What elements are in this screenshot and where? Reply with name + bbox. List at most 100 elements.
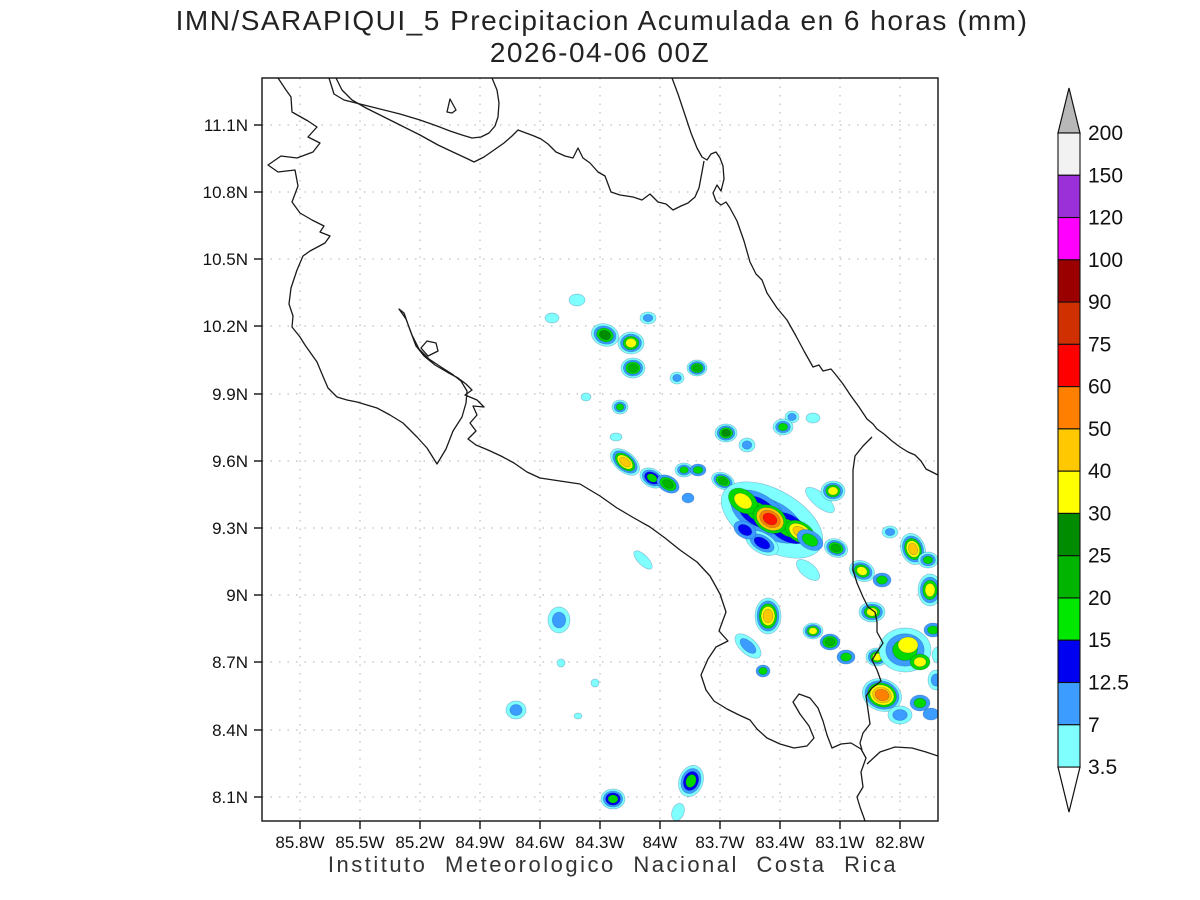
colorbar-segment [1057,132,1081,176]
colorbar-label: 12.5 [1088,672,1129,695]
precip-blob-level [681,492,695,504]
precip-blob-level [777,422,789,432]
colorbar-label: 100 [1088,249,1123,272]
precip-blob-level [787,412,797,422]
colorbar-segment [1057,216,1081,261]
lon-tick-label: 83.4W [755,833,804,852]
colorbar-label: 150 [1088,164,1123,187]
lon-tick-label: 82.8W [875,833,924,852]
colorbar-under-arrow [1057,766,1081,813]
lon-tick-label: 84.9W [455,833,504,852]
colorbar-segment [1057,428,1081,472]
coastline [852,436,884,751]
coastline [866,746,938,765]
precip-blob-level [922,555,934,565]
precip-blob-level [642,313,654,323]
lon-tick-label: 84.6W [515,833,564,852]
lat-tick-label: 9.9N [212,385,248,404]
precip-blob-level [808,627,818,635]
colorbar-segment [1057,343,1081,388]
isla-chira [420,340,439,357]
precip-blob-level [646,473,658,483]
precip-blob-level [662,479,674,489]
precip-blob-level [801,533,819,547]
lat-tick-label: 9.6N [212,452,248,471]
precip-blob-level [590,678,600,688]
lon-tick-label: 85.2W [395,833,444,852]
precip-blob-level [922,707,938,721]
precip-blob-level [672,373,682,383]
coastlines [267,78,938,821]
precip-blob-level [671,802,685,821]
coastline [335,78,705,211]
precip-blob-level [897,636,919,654]
precip-blob-level [692,465,704,475]
coastline [671,78,938,476]
precip-blob-level [892,709,908,721]
colorbar-label: 7 [1088,714,1100,737]
lat-tick-label: 8.1N [212,788,248,807]
lon-tick-label: 84W [643,833,678,852]
lon-tick-label: 84.3W [575,833,624,852]
colorbar-label: 120 [1088,207,1123,230]
lat-tick-label: 10.2N [203,317,248,336]
precip-blob-level [927,625,938,635]
lat-tick-label: 11.1N [204,116,248,135]
precip-blob-level [913,656,927,668]
coastline [328,78,500,139]
precip-blob-level [739,638,757,654]
colorbar-segment [1057,724,1081,768]
colorbar-label: 40 [1088,460,1111,483]
precip-blob-level [721,428,731,438]
precip-blob-level [762,512,778,526]
axis-ticks-and-labels: 11.1N 10.8N 10.5N 10.2N 9.9N 9.6N 9.3N 9N 8.7N 8.… [203,116,925,852]
precip-blob-level [509,704,523,716]
precip-blob-level [737,524,753,536]
lat-tick-label: 9N [226,586,248,605]
precip-blob-level [717,476,729,486]
precip-blob-level [762,608,774,624]
colorbar-segment [1057,470,1081,514]
footer-attribution: Instituto Meteorologico Nacional Costa R… [328,852,898,877]
colorbar-segment [1057,301,1081,345]
precip-blob-level [753,536,771,550]
precip-blob-level [551,611,567,629]
precip-blob-level [685,774,697,788]
precip-blob-level [615,403,625,411]
precip-blob-level [866,607,878,617]
precip-blob-level [930,673,938,687]
precip-blob-level [931,646,938,664]
colorbar-segment [1057,639,1081,684]
precip-blob-level [544,312,560,324]
lon-tick-label: 83.7W [695,833,744,852]
colorbar-segment [1057,386,1081,430]
colorbar-label: 25 [1088,545,1111,568]
colorbar: 200 150 120 100 90 75 60 50 40 30 25 20 15 12.5 7 3.5 [1057,87,1129,813]
lake-islet-triangle [446,98,457,114]
colorbar-label: 90 [1088,291,1111,314]
precip-blob-level [692,364,702,372]
precip-blob-level [568,293,586,307]
precip-blob-level [627,363,639,373]
precip-blob-level [907,542,919,556]
precip-blob-level [856,566,868,576]
colorbar-segment [1057,555,1081,599]
precip-blob-level [580,392,592,402]
colorbar-label: 30 [1088,502,1111,525]
precip-blob-level [840,652,852,662]
precip-blob-level [805,412,821,424]
precip-blob-level [556,658,566,668]
lat-tick-label: 8.7N [212,653,248,672]
map-layer [267,78,938,821]
precip-blob-level [679,466,689,474]
precip-blob-level [733,492,753,510]
lat-tick-label: 9.3N [212,519,248,538]
precip-blob-level [598,329,612,341]
lat-tick-label: 10.8N [203,183,248,202]
precip-blob-level [924,583,936,597]
colorbar-segment [1057,174,1081,219]
map-title-line2: 2026-04-06 00Z [490,37,710,68]
precip-blob-level [633,550,653,570]
